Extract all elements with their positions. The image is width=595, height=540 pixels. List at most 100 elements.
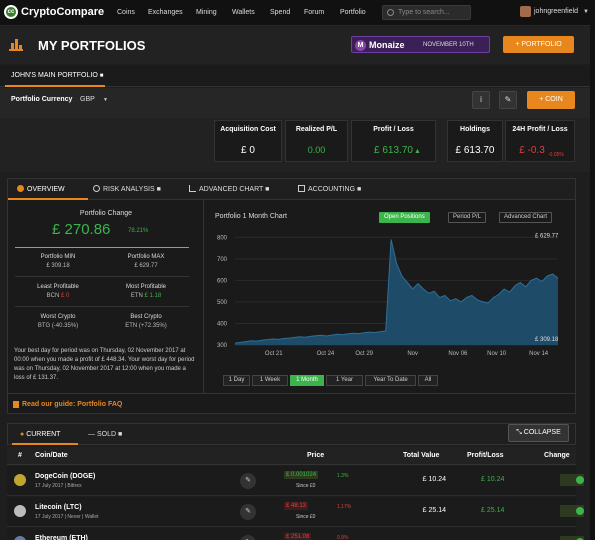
- logo-text: CryptoCompare: [21, 6, 105, 18]
- best-crypto-value: ETN (+72.35%): [125, 323, 167, 329]
- collapse-label: COLLAPSE: [523, 429, 561, 436]
- tab-accounting[interactable]: ACCOUNTING ■: [298, 185, 361, 193]
- table-row[interactable]: Ethereum (ETH) ✎ £ 251.08 0.9%: [7, 528, 584, 540]
- faq-link[interactable]: Read our guide: Portfolio FAQ: [22, 401, 123, 408]
- summary-acquisition-cost: Acquisition Cost £ 0: [214, 120, 282, 162]
- range-button-1-day[interactable]: 1 Day: [223, 375, 250, 386]
- edit-icon[interactable]: ✎: [240, 504, 256, 520]
- currency-label: Portfolio Currency: [11, 96, 73, 103]
- range-button-all[interactable]: All: [418, 375, 438, 386]
- tab-overview[interactable]: OVERVIEW: [17, 185, 65, 193]
- monaize-logo-icon: M: [355, 40, 366, 51]
- x-tick-label: Nov 06: [448, 351, 468, 357]
- coin-total-value: £ 25.14: [422, 507, 446, 514]
- currency-select[interactable]: GBP: [80, 96, 95, 103]
- coin-name[interactable]: Litecoin (LTC): [35, 504, 82, 511]
- x-tick-label: Nov 10: [487, 351, 507, 357]
- currency-row: Portfolio Currency GBP ▼: [0, 88, 595, 118]
- edit-icon[interactable]: ✎: [240, 473, 256, 489]
- nav-item-spend[interactable]: Spend: [270, 9, 291, 16]
- page-header: MY PORTFOLIOS M Monaize NOVEMBER 10TH + …: [0, 27, 595, 64]
- edit-portfolio-button[interactable]: ✎: [499, 91, 517, 109]
- nav-item-portfolio[interactable]: Portfolio: [340, 9, 366, 16]
- lock-icon: ■: [154, 186, 161, 193]
- add-portfolio-button[interactable]: + PORTFOLIO: [503, 36, 574, 53]
- range-button-year-to-date[interactable]: Year To Date: [365, 375, 416, 386]
- table-header: # Coin/Date Price Total Value Profit/Los…: [7, 447, 576, 465]
- most-profitable-value: ETN £ 1.18: [130, 293, 162, 299]
- tab-portfolio[interactable]: JOHN'S MAIN PORTFOLIO ■: [5, 65, 105, 87]
- lock-icon: ■: [116, 431, 123, 438]
- portfolio-chart[interactable]: 300 400 500 600 700 800 Oct 21 Oct 24 Oct 29 Nov N…: [213, 225, 575, 375]
- tab-advanced-chart[interactable]: ADVANCED CHART ■: [189, 185, 269, 193]
- bar-chart-icon: [189, 185, 196, 192]
- coin-name[interactable]: Ethereum (ETH): [35, 535, 88, 540]
- avatar[interactable]: [520, 6, 531, 17]
- add-coin-button[interactable]: + COIN: [527, 91, 575, 109]
- summary-label: Holdings: [460, 126, 490, 133]
- expand-icon[interactable]: [576, 476, 584, 484]
- worst-crypto-value: BTG (-40.35%): [37, 323, 79, 329]
- column-header-coin[interactable]: Coin/Date: [35, 452, 68, 459]
- summary-value: £ 613.70: [455, 145, 495, 156]
- pie-chart-icon: [17, 185, 24, 192]
- summary-value: £ -0.3: [519, 145, 545, 156]
- sponsor-sub: NOVEMBER 10TH: [423, 42, 474, 48]
- tab-label: ADVANCED CHART: [199, 186, 264, 193]
- expand-icon[interactable]: [576, 507, 584, 515]
- tab-sold[interactable]: — SOLD ■: [88, 431, 122, 438]
- tab-risk-analysis[interactable]: RISK ANALYSIS ■: [93, 185, 161, 193]
- expand-icon[interactable]: [576, 538, 584, 540]
- summary-holdings: Holdings £ 613.70: [447, 120, 503, 162]
- chevron-down-icon[interactable]: ▼: [103, 97, 108, 103]
- column-header-change[interactable]: Change: [544, 452, 570, 459]
- coin-price-change: 1.17%: [337, 504, 352, 510]
- nav-item-forum[interactable]: Forum: [304, 9, 325, 16]
- chevron-down-icon[interactable]: ▼: [583, 9, 589, 15]
- advanced-chart-button[interactable]: Advanced Chart: [499, 212, 553, 223]
- edit-icon[interactable]: ✎: [240, 535, 256, 540]
- portfolio-change-label: Portfolio Change: [79, 210, 133, 217]
- portfolio-change-value: £ 270.86: [52, 221, 111, 238]
- info-button[interactable]: i: [472, 91, 490, 109]
- search-input[interactable]: Type to search...: [382, 5, 471, 20]
- column-header-profit-loss[interactable]: Profit/Loss: [467, 452, 504, 459]
- scrollbar[interactable]: [590, 0, 595, 540]
- column-header-price[interactable]: Price: [307, 452, 325, 459]
- logo-icon: cc: [4, 5, 18, 19]
- sponsor-banner[interactable]: M Monaize NOVEMBER 10TH: [351, 36, 490, 53]
- arrow-up-icon: ▲: [414, 148, 421, 155]
- range-button-1-week[interactable]: 1 Week: [252, 375, 288, 386]
- page-title: MY PORTFOLIOS: [38, 38, 146, 53]
- nav-item-coins[interactable]: Coins: [117, 9, 135, 16]
- tab-label: RISK ANALYSIS: [103, 186, 155, 193]
- worst-crypto-label: Worst Crypto: [40, 314, 76, 320]
- period-pl-button[interactable]: Period P/L: [448, 212, 487, 223]
- coin-name[interactable]: DogeCoin (DOGE): [35, 473, 96, 480]
- open-positions-button[interactable]: Open Positions: [379, 212, 430, 223]
- coin-total-value: £ 10.24: [422, 476, 446, 483]
- coin-icon: [14, 474, 26, 486]
- logo[interactable]: cc CryptoCompare: [4, 5, 104, 19]
- search-icon: [387, 9, 394, 16]
- range-button-1-month[interactable]: 1 Month: [290, 375, 324, 386]
- column-header-total-value[interactable]: Total Value: [403, 452, 440, 459]
- max-label: Portfolio MAX: [127, 254, 165, 260]
- nav-item-wallets[interactable]: Wallets: [232, 9, 255, 16]
- table-row[interactable]: Litecoin (LTC) 17 July 2017 | Never | Wal…: [7, 497, 584, 527]
- collapse-button[interactable]: ⤡ COLLAPSE: [508, 424, 569, 442]
- x-tick-label: Oct 21: [265, 351, 283, 357]
- search-placeholder: Type to search...: [398, 9, 450, 16]
- coin-price: £ 48.13: [284, 502, 309, 510]
- tab-current[interactable]: ● CURRENT: [20, 431, 60, 438]
- table-row[interactable]: DogeCoin (DOGE) 17 July 2017 | Bittrex ✎ £ …: [7, 466, 584, 496]
- portfolio-tab-bar: JOHN'S MAIN PORTFOLIO ■: [0, 65, 595, 87]
- nav-item-mining[interactable]: Mining: [196, 9, 217, 16]
- range-button-1-year[interactable]: 1 Year: [326, 375, 363, 386]
- summary-value: £ 0: [241, 145, 255, 156]
- username[interactable]: johngreenfield: [534, 8, 578, 15]
- nav-item-exchanges[interactable]: Exchanges: [148, 9, 183, 16]
- tab-label: ACCOUNTING: [308, 186, 356, 193]
- summary-sub: -0.05%: [548, 152, 564, 158]
- divider: [15, 247, 189, 248]
